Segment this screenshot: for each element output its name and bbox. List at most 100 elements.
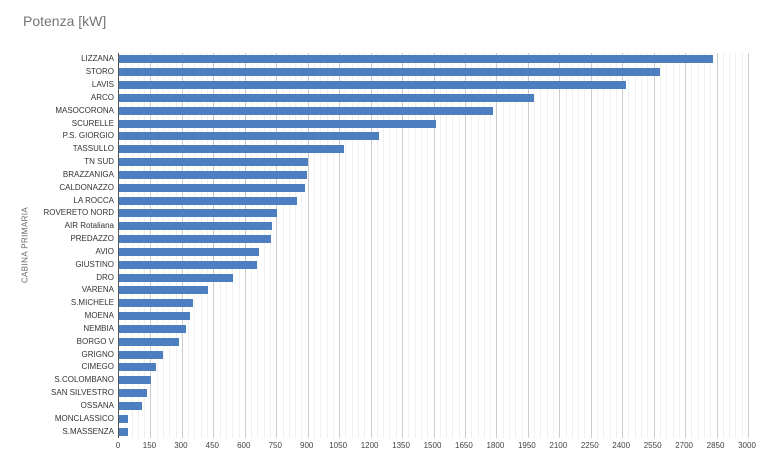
x-tick-label: 1500: [423, 441, 442, 450]
category-label: VARENA: [81, 285, 114, 295]
category-label: MASOCORONA: [55, 105, 114, 115]
major-gridline: [339, 53, 341, 438]
minor-gridline: [521, 53, 523, 438]
bar-avio: [119, 247, 260, 256]
minor-gridline: [207, 53, 209, 438]
category-label: S.COLOMBANO: [54, 375, 114, 385]
category-label: SCURELLE: [71, 118, 114, 128]
minor-gridline: [169, 53, 171, 438]
minor-gridline: [609, 53, 611, 438]
minor-gridline: [282, 53, 284, 438]
minor-gridline: [710, 53, 712, 438]
x-tick-label: 150: [142, 441, 157, 450]
major-gridline: [559, 53, 561, 438]
major-gridline: [464, 53, 466, 438]
x-tick-label: 750: [268, 441, 282, 450]
category-label: NEMBIA: [83, 323, 114, 333]
minor-gridline: [188, 53, 190, 438]
minor-gridline: [647, 53, 649, 438]
major-gridline: [213, 53, 215, 438]
category-label: AVIO: [95, 246, 114, 256]
major-gridline: [181, 53, 183, 438]
bar-ossana: [119, 401, 143, 410]
minor-gridline: [634, 53, 636, 438]
bar-arco: [119, 93, 535, 102]
minor-gridline: [446, 53, 448, 438]
minor-gridline: [483, 53, 485, 438]
minor-gridline: [641, 53, 643, 438]
bar-s-massenza: [119, 427, 128, 436]
minor-gridline: [659, 53, 661, 438]
bar-monclassico: [119, 414, 128, 423]
minor-gridline: [414, 53, 416, 438]
minor-gridline: [691, 53, 693, 438]
category-label: MONCLASSICO: [54, 413, 114, 423]
bar-tn-sud: [119, 158, 308, 167]
bar-brazzaniga: [119, 170, 307, 179]
bar-lizzana: [119, 55, 714, 64]
minor-gridline: [358, 53, 360, 438]
category-label: TASSULLO: [72, 144, 114, 154]
bar-lavis: [119, 81, 627, 90]
minor-gridline: [389, 53, 391, 438]
minor-gridline: [200, 53, 202, 438]
minor-gridline: [722, 53, 724, 438]
category-label: BRAZZANIGA: [62, 169, 114, 179]
bar-masocorona: [119, 106, 494, 115]
plot-area: [118, 53, 749, 438]
minor-gridline: [678, 53, 680, 438]
x-tick-label: 450: [205, 441, 220, 450]
minor-gridline: [376, 53, 378, 438]
bar-predazzo: [119, 235, 271, 244]
x-tick-label: 2550: [643, 441, 662, 450]
minor-gridline: [471, 53, 473, 438]
category-label: GIUSTINO: [75, 259, 114, 269]
minor-gridline: [144, 53, 146, 438]
minor-gridline: [571, 53, 573, 438]
minor-gridline: [383, 53, 385, 438]
category-label: ROVERETO NORD: [43, 208, 114, 218]
category-label: AIR Rotaliana: [64, 221, 114, 231]
x-tick-label: 1950: [517, 441, 536, 450]
minor-gridline: [697, 53, 699, 438]
bar-p-s-giorgio: [119, 132, 379, 141]
minor-gridline: [584, 53, 586, 438]
minor-gridline: [515, 53, 517, 438]
bar-s-michele: [119, 299, 194, 308]
minor-gridline: [553, 53, 554, 438]
minor-gridline: [578, 53, 580, 438]
minor-gridline: [439, 53, 441, 438]
x-tick-label: 2400: [612, 441, 631, 450]
minor-gridline: [741, 53, 743, 438]
x-tick-label: 1200: [360, 441, 379, 450]
minor-gridline: [219, 53, 221, 438]
minor-gridline: [320, 53, 322, 438]
minor-gridline: [729, 53, 731, 438]
minor-gridline: [131, 53, 133, 438]
minor-gridline: [232, 53, 234, 438]
minor-gridline: [251, 53, 253, 438]
minor-gridline: [603, 53, 605, 438]
x-tick-label: 2250: [580, 441, 599, 450]
x-tick-label: 300: [174, 441, 188, 450]
minor-gridline: [225, 53, 227, 438]
minor-gridline: [735, 53, 737, 438]
x-tick-label: 2100: [549, 441, 568, 450]
x-axis-tick-labels: 0 150 300 450 600 750 900 1050 1200 1350 1500 1650 1…: [0, 441, 770, 455]
bar-borgo-v: [119, 337, 180, 346]
category-label: STORO: [85, 67, 114, 77]
x-tick-label: 1650: [455, 441, 473, 450]
bar-nembia: [119, 324, 187, 333]
category-label: LAVIS: [91, 80, 114, 90]
bar-varena: [119, 286, 209, 295]
x-tick-label: 1800: [486, 441, 505, 450]
minor-gridline: [175, 53, 177, 438]
minor-gridline: [490, 53, 492, 438]
minor-gridline: [502, 53, 504, 438]
minor-gridline: [540, 53, 542, 438]
minor-gridline: [295, 53, 297, 438]
minor-gridline: [351, 53, 353, 438]
major-gridline: [716, 53, 718, 438]
minor-gridline: [408, 53, 410, 438]
